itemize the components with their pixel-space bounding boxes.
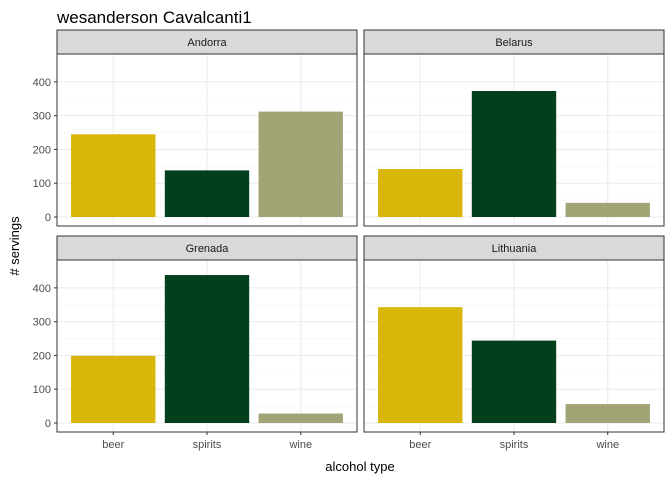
facet-label: Grenada [186, 243, 230, 255]
facet-strip [363, 29, 665, 55]
x-axis-title: alcohol type [325, 459, 394, 474]
bar-wine [565, 202, 650, 217]
x-tick-label: beer [409, 439, 431, 451]
y-tick-label: 100 [33, 178, 51, 190]
facet-label: Andorra [187, 37, 227, 49]
x-tick-label: wine [288, 439, 312, 451]
bar-wine [258, 413, 343, 423]
y-tick-label: 200 [33, 350, 51, 362]
facet-panel-lithuania: Lithuania beer spirits wine [363, 235, 665, 451]
facet-panel-andorra: Andorra 0 100 200 300 400 [33, 29, 358, 227]
x-tick-label: spirits [193, 439, 222, 451]
bar-wine [258, 111, 343, 217]
facet-panels: Andorra 0 100 200 300 400 Belarus Grenada 0 100 20… [33, 29, 665, 451]
facet-label: Belarus [495, 37, 533, 49]
bar-beer [71, 134, 156, 217]
facet-label: Lithuania [492, 243, 538, 255]
chart-title: wesanderson Cavalcanti1 [56, 8, 252, 27]
facet-panel-grenada: Grenada 0 100 200 300 400 beer spirits wine [33, 235, 358, 451]
facet-panel-belarus: Belarus [363, 29, 665, 227]
bar-spirits [471, 340, 557, 423]
y-tick-label: 0 [45, 212, 51, 224]
y-tick-label: 400 [33, 77, 51, 89]
facet-strip [363, 235, 665, 261]
bar-spirits [471, 91, 557, 217]
panel-border [56, 53, 358, 227]
bar-spirits [164, 275, 250, 423]
x-tick-label: wine [595, 439, 619, 451]
panel-border [363, 53, 665, 227]
bar-beer [71, 355, 156, 423]
bar-wine [565, 404, 650, 423]
facet-strip [56, 29, 358, 55]
bar-beer [378, 169, 463, 217]
y-tick-label: 100 [33, 384, 51, 396]
y-tick-label: 300 [33, 111, 51, 123]
y-tick-label: 300 [33, 317, 51, 329]
y-tick-label: 200 [33, 144, 51, 156]
y-tick-label: 400 [33, 283, 51, 295]
bar-spirits [164, 170, 250, 217]
bar-beer [378, 307, 463, 423]
y-axis-title: # servings [7, 216, 22, 276]
y-tick-label: 0 [45, 418, 51, 430]
x-tick-label: beer [102, 439, 124, 451]
x-tick-label: spirits [500, 439, 529, 451]
